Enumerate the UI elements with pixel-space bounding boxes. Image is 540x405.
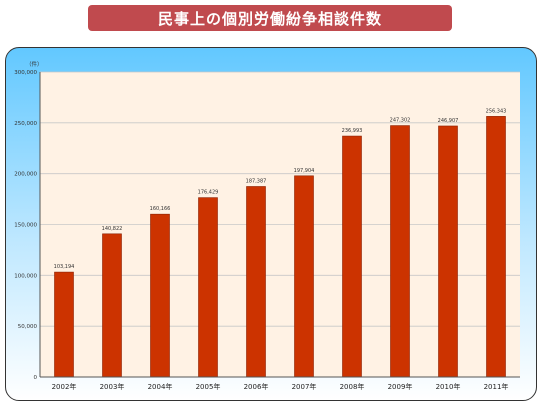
y-tick-label: 0 [34, 375, 38, 381]
x-tick-label: 2002年 [52, 382, 77, 391]
data-label: 176,429 [198, 190, 219, 196]
data-label: 246,907 [438, 118, 459, 124]
data-label: 140,822 [102, 226, 123, 232]
x-tick-label: 2003年 [100, 382, 125, 391]
bar [102, 233, 122, 378]
bar [54, 271, 74, 378]
bar [438, 125, 458, 378]
bar [246, 186, 266, 378]
data-label: 187,387 [246, 178, 267, 184]
y-tick-label: 300,000 [14, 70, 37, 76]
x-tick-label: 2005年 [196, 382, 221, 391]
bar [198, 197, 218, 378]
page-title: 民事上の個別労働紛争相談件数 [88, 5, 452, 31]
data-labels: 103,194 140,822 160,166 176,429 187,387 197,9… [54, 108, 507, 270]
bar [486, 116, 506, 378]
x-axis-ticks: 2002年 2003年 2004年 2005年 2006年 2007年 2008年 2009年… [52, 382, 509, 391]
bar [390, 125, 410, 378]
x-tick-label: 2010年 [436, 382, 461, 391]
bar [294, 175, 314, 378]
bar [150, 213, 170, 378]
y-tick-label: 100,000 [14, 273, 37, 279]
y-tick-label: 250,000 [14, 121, 37, 127]
data-label: 247,302 [390, 118, 411, 124]
y-tick-label: 50,000 [18, 324, 38, 330]
data-label: 197,904 [294, 168, 315, 174]
y-axis-unit-label: （件） [26, 60, 43, 68]
x-tick-label: 2004年 [148, 382, 173, 391]
x-tick-label: 2009年 [388, 382, 413, 391]
bar [342, 135, 362, 378]
x-tick-label: 2008年 [340, 382, 365, 391]
y-tick-label: 200,000 [14, 172, 37, 178]
x-tick-label: 2007年 [292, 382, 317, 391]
bars [54, 116, 506, 378]
y-axis-ticks: 0 50,000 100,000 150,000 200,000 250,000 300,0… [14, 70, 37, 381]
y-tick-label: 150,000 [14, 223, 37, 229]
x-tick-label: 2006年 [244, 382, 269, 391]
data-label: 256,343 [486, 108, 507, 114]
data-label: 103,194 [54, 264, 75, 270]
data-label: 160,166 [150, 206, 171, 212]
x-tick-label: 2011年 [484, 382, 509, 391]
data-label: 236,993 [342, 128, 363, 134]
